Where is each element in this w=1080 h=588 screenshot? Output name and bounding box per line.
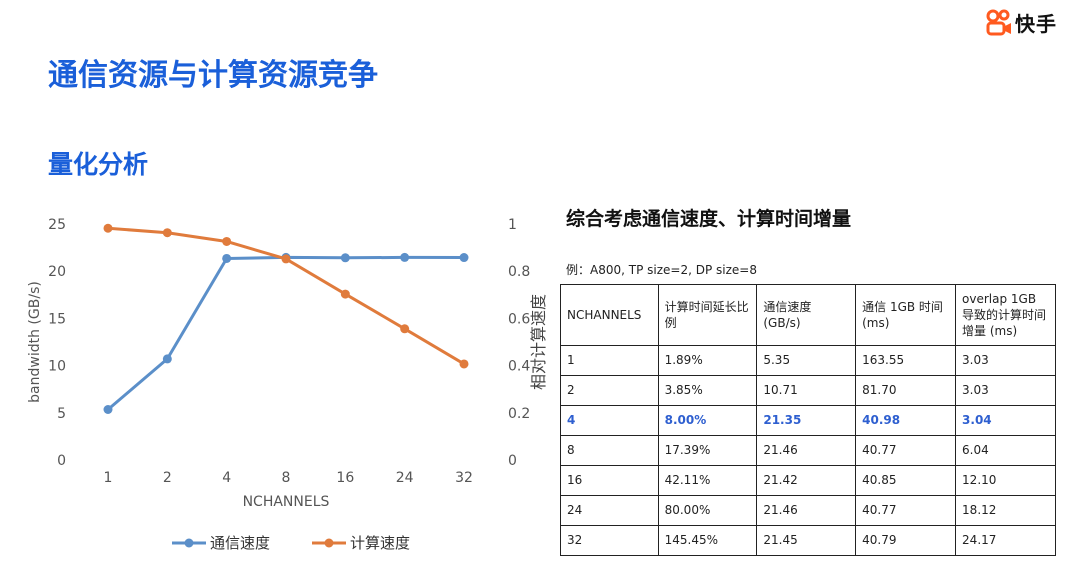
table-cell: 16 (560, 465, 659, 496)
legend-label: 计算速度 (350, 534, 410, 552)
table-cell: 32 (560, 525, 659, 556)
x-axis-title: NCHANNELS (243, 494, 330, 510)
x-axis-tick-label: 8 (282, 470, 291, 486)
table-cell: 42.11% (657, 465, 758, 496)
table-cell: 3.03 (955, 345, 1056, 376)
table-cell: 4 (560, 405, 659, 436)
table-cell: 1.89% (657, 345, 758, 376)
data-point (222, 253, 232, 263)
table-note: 例：A800, TP size=2, DP size=8 (566, 263, 757, 277)
table-row: 16 42.11% 21.42 40.85 12.10 (560, 465, 1056, 496)
table-cell: 8.00% (657, 405, 758, 436)
table-cell: 12.10 (955, 465, 1056, 496)
data-point (340, 289, 350, 299)
data-point (103, 404, 113, 414)
table-cell: 18.12 (955, 495, 1056, 526)
data-point (162, 354, 172, 364)
data-table: NCHANNELS 计算时间延长比例 通信速度 (GB/s) 通信 1GB 时间… (560, 284, 1056, 556)
table-title: 综合考虑通信速度、计算时间增量 (566, 208, 852, 230)
data-point (103, 223, 113, 233)
x-axis-tick-label: 2 (163, 470, 172, 486)
table-cell: 8 (560, 435, 659, 466)
table-row: 2 3.85% 10.71 81.70 3.03 (560, 375, 1056, 406)
legend-marker (184, 538, 194, 548)
x-axis-tick-label: 32 (455, 470, 473, 486)
table-row: 4 8.00% 21.35 40.98 3.04 (560, 405, 1056, 436)
data-point (222, 236, 232, 246)
y2-axis-title: 相对计算速度 (529, 294, 548, 390)
y2-axis-tick-label: 0.6 (508, 311, 530, 327)
y2-axis-tick-label: 0.4 (508, 359, 530, 375)
table-row: 8 17.39% 21.46 40.77 6.04 (560, 435, 1056, 466)
y2-axis-tick-label: 1 (508, 217, 517, 233)
table-cell: 40.98 (855, 405, 957, 436)
x-axis-tick-label: 1 (104, 470, 113, 486)
x-axis-tick-label: 24 (396, 470, 414, 486)
table-cell: 17.39% (657, 435, 758, 466)
page-title: 通信资源与计算资源竞争 (48, 58, 378, 93)
table-cell: 80.00% (657, 495, 758, 526)
data-point (400, 324, 410, 334)
y-axis-tick-label: 10 (48, 359, 66, 375)
table-cell: 21.35 (756, 405, 857, 436)
header-cell: 计算时间延长比例 (657, 284, 758, 346)
kuaishou-logo-icon (986, 9, 1011, 35)
table-header-row: NCHANNELS 计算时间延长比例 通信速度 (GB/s) 通信 1GB 时间… (560, 284, 1056, 346)
header-cell: NCHANNELS (560, 284, 659, 346)
table-cell: 3.03 (955, 375, 1056, 406)
table-cell: 3.85% (657, 375, 758, 406)
y-axis-tick-label: 25 (48, 217, 66, 233)
y2-axis-tick-label: 0.2 (508, 406, 530, 422)
brand-logo: 快手 (986, 8, 1057, 37)
header-cell: 通信速度 (GB/s) (756, 284, 857, 346)
y-axis-tick-label: 5 (57, 406, 66, 422)
table-row: 1 1.89% 5.35 163.55 3.03 (560, 345, 1056, 376)
data-point (340, 253, 350, 263)
table-cell: 6.04 (955, 435, 1056, 466)
line-chart: 0 5 10 15 20 25 0 0.2 0.4 0.6 0.8 1 1 2 4 8 16 24 32 NCHANN… (0, 190, 560, 580)
table-cell: 2 (560, 375, 659, 406)
header-cell: 通信 1GB 时间 (ms) (855, 284, 957, 346)
y2-axis-tick-label: 0.8 (508, 264, 530, 280)
data-point (459, 253, 469, 263)
brand-name: 快手 (1015, 12, 1057, 36)
table-cell: 5.35 (756, 345, 857, 376)
legend-marker (324, 538, 334, 548)
x-axis-tick-label: 16 (336, 470, 354, 486)
table-cell: 24.17 (955, 525, 1056, 556)
table-cell: 21.46 (756, 495, 857, 526)
table-cell: 40.85 (855, 465, 957, 496)
y-axis-tick-label: 0 (57, 453, 66, 469)
table-cell: 3.04 (955, 405, 1056, 436)
table-cell: 163.55 (855, 345, 957, 376)
table-cell: 81.70 (855, 375, 957, 406)
data-point (162, 228, 172, 238)
table-row: 32 145.45% 21.45 40.79 24.17 (560, 525, 1056, 556)
y-axis-title: bandwidth (GB/s) (27, 281, 43, 403)
y-axis-tick-label: 20 (48, 264, 66, 280)
header-cell: overlap 1GB 导致的计算时间增量 (ms) (955, 284, 1056, 346)
table-cell: 40.77 (855, 495, 957, 526)
data-point (281, 254, 291, 264)
table-cell: 21.45 (756, 525, 857, 556)
table-cell: 24 (560, 495, 659, 526)
table-cell: 10.71 (756, 375, 857, 406)
table-cell: 1 (560, 345, 659, 376)
legend-label: 通信速度 (210, 534, 270, 552)
table-cell: 40.77 (855, 435, 957, 466)
y2-axis-tick-label: 0 (508, 453, 517, 469)
data-point (459, 359, 469, 369)
table-cell: 145.45% (657, 525, 758, 556)
x-axis-tick-label: 4 (222, 470, 231, 486)
table-cell: 21.46 (756, 435, 857, 466)
series-line (107, 226, 465, 366)
table-row: 24 80.00% 21.46 40.77 18.12 (560, 495, 1056, 526)
table-cell: 21.42 (756, 465, 857, 496)
section-subtitle: 量化分析 (48, 150, 149, 179)
y-axis-tick-label: 15 (48, 311, 66, 327)
table-cell: 40.79 (855, 525, 957, 556)
data-point (400, 252, 410, 262)
